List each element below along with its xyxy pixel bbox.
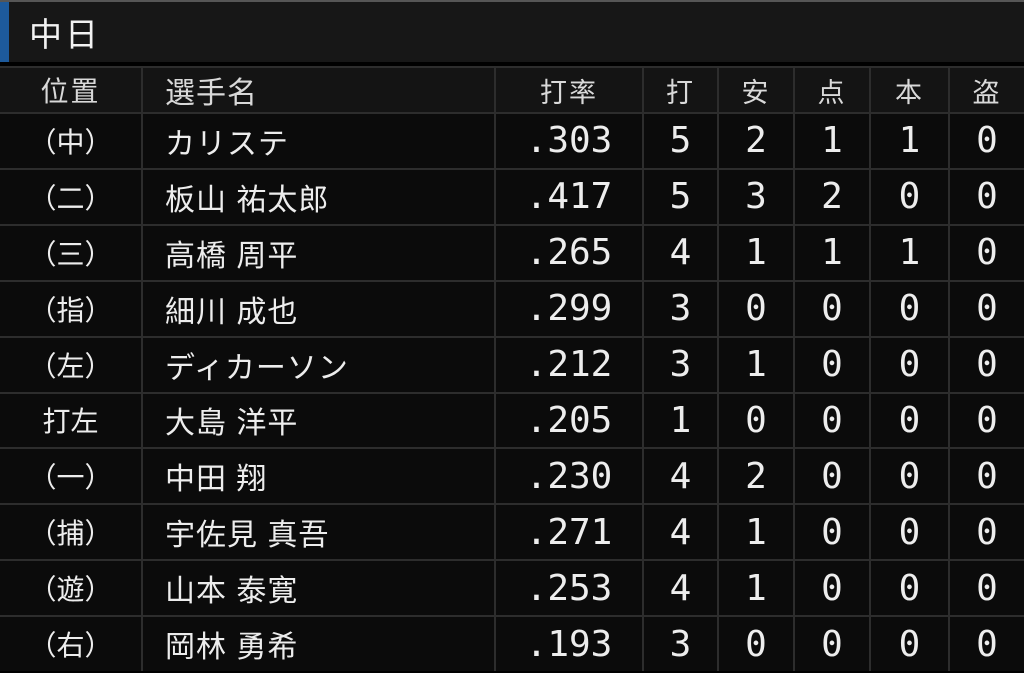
avg-cell: .230: [496, 449, 642, 504]
ab-cell: 4: [644, 561, 717, 616]
hr-cell: 0: [871, 281, 948, 336]
position-cell: （一）: [0, 449, 141, 504]
column-header-hits: 安: [719, 68, 793, 112]
hits-cell: 0: [719, 281, 793, 336]
rbi-cell: 0: [795, 561, 869, 616]
column-header-ab: 打: [644, 68, 717, 112]
ab-cell: 3: [644, 337, 717, 392]
position-cell: （捕）: [0, 505, 141, 560]
rbi-cell: 1: [795, 225, 869, 280]
column-header-player: 選手名: [143, 68, 494, 112]
title-table-gap: [0, 62, 1024, 66]
position-cell: （右）: [0, 617, 141, 671]
avg-cell: .193: [496, 617, 642, 671]
rbi-cell: 2: [795, 169, 869, 224]
rbi-cell: 0: [795, 393, 869, 448]
player-cell: 大島 洋平: [143, 393, 494, 448]
player-cell: 高橋 周平: [143, 225, 494, 280]
rbi-cell: 0: [795, 505, 869, 560]
sb-cell: 0: [950, 505, 1024, 560]
player-cell: 岡林 勇希: [143, 617, 494, 671]
player-cell: 中田 翔: [143, 449, 494, 504]
ab-cell: 4: [644, 225, 717, 280]
column-header-avg: 打率: [496, 68, 642, 112]
hits-cell: 0: [719, 393, 793, 448]
hits-cell: 0: [719, 617, 793, 671]
sb-cell: 0: [950, 225, 1024, 280]
sb-cell: 0: [950, 281, 1024, 336]
sb-cell: 0: [950, 617, 1024, 671]
column-header-rbi: 点: [795, 68, 869, 112]
ab-cell: 5: [644, 169, 717, 224]
hr-cell: 0: [871, 561, 948, 616]
batting-stats-table: 位置 選手名 打率打安点本盗（中） カリステ .303 5 2 1 1 0 （二） 板山 祐太郎 .41…: [0, 66, 1024, 671]
sb-cell: 0: [950, 337, 1024, 392]
hr-cell: 0: [871, 169, 948, 224]
hits-cell: 1: [719, 337, 793, 392]
team-accent-bar: [0, 2, 9, 62]
avg-cell: .417: [496, 169, 642, 224]
column-header-position: 位置: [0, 68, 141, 112]
player-cell: 板山 祐太郎: [143, 169, 494, 224]
rbi-cell: 0: [795, 449, 869, 504]
position-cell: （二）: [0, 169, 141, 224]
avg-cell: .253: [496, 561, 642, 616]
hr-cell: 0: [871, 449, 948, 504]
player-cell: 宇佐見 真吾: [143, 505, 494, 560]
team-name: 中日: [29, 16, 101, 53]
position-cell: 打左: [0, 393, 141, 448]
ab-cell: 3: [644, 617, 717, 671]
hr-cell: 0: [871, 393, 948, 448]
hr-cell: 0: [871, 617, 948, 671]
player-cell: ディカーソン: [143, 337, 494, 392]
ab-cell: 4: [644, 505, 717, 560]
sb-cell: 0: [950, 561, 1024, 616]
sb-cell: 0: [950, 169, 1024, 224]
position-cell: （遊）: [0, 561, 141, 616]
rbi-cell: 0: [795, 617, 869, 671]
rbi-cell: 0: [795, 337, 869, 392]
position-cell: （中）: [0, 114, 141, 168]
avg-cell: .303: [496, 114, 642, 168]
avg-cell: .265: [496, 225, 642, 280]
ab-cell: 5: [644, 114, 717, 168]
column-header-hr: 本: [871, 68, 948, 112]
ab-cell: 4: [644, 449, 717, 504]
sb-cell: 0: [950, 393, 1024, 448]
position-cell: （三）: [0, 225, 141, 280]
hr-cell: 1: [871, 225, 948, 280]
ab-cell: 1: [644, 393, 717, 448]
position-cell: （指）: [0, 281, 141, 336]
ab-cell: 3: [644, 281, 717, 336]
column-header-sb: 盗: [950, 68, 1024, 112]
avg-cell: .299: [496, 281, 642, 336]
hits-cell: 3: [719, 169, 793, 224]
player-cell: 細川 成也: [143, 281, 494, 336]
avg-cell: .212: [496, 337, 642, 392]
hr-cell: 0: [871, 505, 948, 560]
position-cell: （左）: [0, 337, 141, 392]
hits-cell: 2: [719, 449, 793, 504]
sb-cell: 0: [950, 449, 1024, 504]
avg-cell: .205: [496, 393, 642, 448]
hr-cell: 0: [871, 337, 948, 392]
hits-cell: 1: [719, 225, 793, 280]
hits-cell: 2: [719, 114, 793, 168]
hr-cell: 1: [871, 114, 948, 168]
hits-cell: 1: [719, 561, 793, 616]
player-cell: カリステ: [143, 114, 494, 168]
sb-cell: 0: [950, 114, 1024, 168]
rbi-cell: 1: [795, 114, 869, 168]
player-cell: 山本 泰寛: [143, 561, 494, 616]
hits-cell: 1: [719, 505, 793, 560]
top-divider-line: [0, 0, 1024, 2]
team-title-bar: 中日: [0, 2, 1024, 62]
avg-cell: .271: [496, 505, 642, 560]
rbi-cell: 0: [795, 281, 869, 336]
